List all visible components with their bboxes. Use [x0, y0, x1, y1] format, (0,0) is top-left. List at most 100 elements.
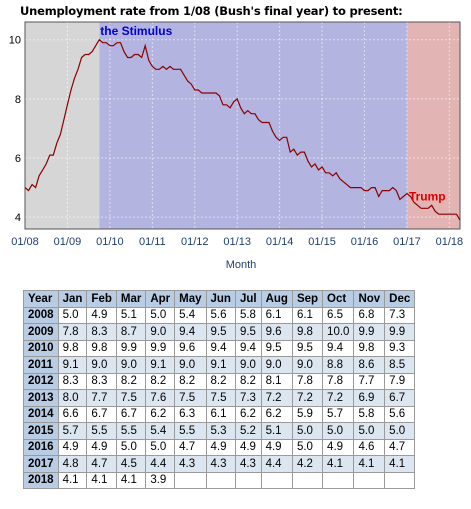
rate-cell: 6.5	[322, 306, 355, 324]
rate-cell: 4.1	[86, 471, 117, 489]
rate-cell: 5.0	[322, 422, 355, 440]
rate-cell: 4.9	[86, 306, 117, 324]
column-header-jun: Jun	[205, 290, 236, 308]
series-layer	[24, 38, 461, 221]
rate-cell: 4.4	[260, 455, 293, 473]
x-tick-label-9: 01/17	[393, 236, 421, 248]
rate-cell: 9.0	[115, 356, 147, 374]
column-header-jul: Jul	[234, 290, 262, 308]
rate-cell: 7.5	[205, 389, 236, 407]
rate-cell: 8.3	[86, 372, 117, 390]
chart-title: Unemployment rate from 1/08 (Bush's fina…	[20, 4, 403, 18]
rate-cell: 5.4	[174, 306, 207, 324]
rate-cell: 6.1	[291, 306, 324, 324]
rate-cell: 4.6	[353, 438, 386, 456]
rate-cell: 9.5	[234, 323, 262, 341]
rate-cell: 5.8	[353, 405, 386, 423]
x-axis-ticks: 01/08 01/09 01/10 01/11 01/12 01/13 01/14 01/15…	[11, 236, 463, 248]
rate-cell: 5.5	[86, 422, 117, 440]
rate-cell: 9.4	[174, 323, 207, 341]
rate-cell: 8.8	[322, 356, 355, 374]
rate-cell: 7.9	[384, 372, 416, 390]
column-header-jan: Jan	[57, 290, 88, 308]
rate-cell: 5.0	[57, 306, 88, 324]
rate-cell	[205, 471, 236, 489]
rate-cell: 5.1	[115, 306, 147, 324]
rate-cell: 7.3	[384, 306, 416, 324]
rate-cell: 4.1	[322, 455, 355, 473]
rate-cell: 9.0	[174, 356, 207, 374]
x-tick-label-6: 01/14	[266, 236, 294, 248]
column-header-aug: Aug	[260, 290, 293, 308]
rate-cell	[174, 471, 207, 489]
rate-cell: 5.0	[353, 422, 386, 440]
year-cell: 2017	[23, 455, 59, 473]
rate-cell: 4.5	[115, 455, 147, 473]
rate-cell: 4.7	[384, 438, 416, 456]
rate-cell: 7.2	[260, 389, 293, 407]
rate-cell: 6.2	[234, 405, 262, 423]
year-cell: 2015	[23, 422, 59, 440]
column-header-mar: Mar	[115, 290, 147, 308]
column-header-apr: Apr	[145, 290, 176, 308]
rate-cell: 9.0	[260, 356, 293, 374]
column-header-nov: Nov	[353, 290, 386, 308]
rate-cell: 5.9	[291, 405, 324, 423]
rate-cell: 9.1	[57, 356, 88, 374]
table-header-row: Year Jan Feb Mar Apr May Jun Jul Aug Sep Oct Nov Dec	[23, 290, 416, 308]
rate-cell: 6.7	[384, 389, 416, 407]
rate-cell: 9.4	[205, 339, 236, 357]
rate-cell: 9.9	[145, 339, 176, 357]
x-tick-label-4: 01/12	[181, 236, 209, 248]
table-row: 2008 5.0 4.9 5.1 5.0 5.4 5.6 5.8 6.1 6.1 6.5 6.8 7.3	[23, 306, 416, 324]
year-cell: 2008	[23, 306, 59, 324]
rate-cell: 9.4	[234, 339, 262, 357]
rate-cell: 5.0	[384, 422, 416, 440]
rate-cell: 10.0	[322, 323, 355, 341]
rate-cell: 4.3	[205, 455, 236, 473]
x-axis-label: Month	[226, 259, 257, 271]
rate-cell: 6.9	[353, 389, 386, 407]
region-band-2	[406, 22, 460, 229]
unemployment-rate-line	[24, 38, 461, 221]
year-cell: 2013	[23, 389, 59, 407]
rate-cell	[234, 471, 262, 489]
rate-cell: 6.8	[353, 306, 386, 324]
rate-cell: 6.2	[260, 405, 293, 423]
rate-cell: 8.2	[115, 372, 147, 390]
table-row: 2017 4.8 4.7 4.5 4.4 4.3 4.3 4.3 4.4 4.2 4.1 4.1 4.1	[23, 455, 416, 473]
rate-cell: 7.3	[234, 389, 262, 407]
rate-cell: 8.6	[353, 356, 386, 374]
rate-cell: 9.5	[291, 339, 324, 357]
rate-cell: 5.4	[145, 422, 176, 440]
rate-cell: 4.9	[234, 438, 262, 456]
rate-cell: 8.7	[115, 323, 147, 341]
rate-cell: 7.8	[57, 323, 88, 341]
rate-cell: 9.4	[322, 339, 355, 357]
rate-cell: 8.0	[57, 389, 88, 407]
rate-cell: 9.0	[234, 356, 262, 374]
rate-cell: 9.8	[57, 339, 88, 357]
rate-cell: 8.1	[260, 372, 293, 390]
x-tick-label-1: 01/09	[54, 236, 82, 248]
table-row: 2018 4.1 4.1 4.1 3.9	[23, 471, 416, 489]
rate-cell: 9.6	[174, 339, 207, 357]
rate-cell: 4.9	[57, 438, 88, 456]
y-tick-label-2: 8	[15, 94, 21, 106]
rate-cell: 5.8	[234, 306, 262, 324]
rate-cell: 7.6	[145, 389, 176, 407]
column-header-dec: Dec	[384, 290, 416, 308]
x-tick-label-0: 01/08	[11, 236, 39, 248]
rate-cell: 7.7	[86, 389, 117, 407]
year-cell: 2010	[23, 339, 59, 357]
rate-cell: 9.5	[205, 323, 236, 341]
rate-cell	[322, 471, 355, 489]
rate-cell: 6.1	[205, 405, 236, 423]
rate-cell: 4.9	[260, 438, 293, 456]
rate-cell: 8.2	[145, 372, 176, 390]
region-band-1	[99, 22, 407, 229]
rate-cell: 9.8	[86, 339, 117, 357]
rate-cell: 4.3	[234, 455, 262, 473]
region-label-2: Trump	[409, 189, 446, 203]
rate-cell: 5.0	[145, 306, 176, 324]
